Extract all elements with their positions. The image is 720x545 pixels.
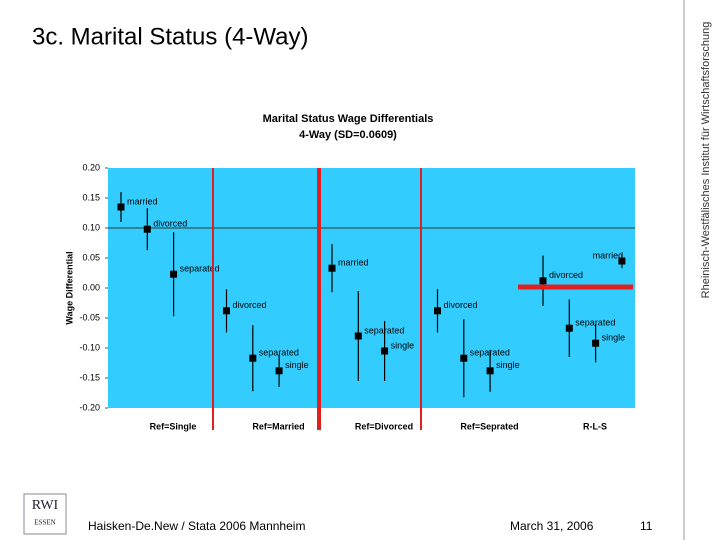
y-tick-label: -0.05 bbox=[79, 312, 100, 322]
point-label: married bbox=[338, 258, 369, 268]
point bbox=[170, 270, 178, 278]
chart-title: Marital Status Wage Differentials bbox=[263, 113, 434, 125]
footer-author: Haisken-De.New / Stata 2006 Mannheim bbox=[88, 519, 305, 533]
point-label: divorced bbox=[233, 300, 267, 310]
point bbox=[249, 354, 257, 362]
side-text: Rheinisch-Westfälisches Institut für Wir… bbox=[700, 22, 712, 299]
point-label: divorced bbox=[549, 270, 583, 280]
slide-title: 3c. Marital Status (4-Way) bbox=[32, 23, 309, 50]
footer-page: 11 bbox=[640, 519, 653, 533]
point-label: divorced bbox=[153, 219, 187, 229]
y-tick-label: 0.05 bbox=[82, 252, 100, 262]
logo-text: RWI bbox=[32, 498, 59, 513]
point bbox=[117, 203, 125, 211]
point bbox=[354, 332, 362, 340]
point bbox=[460, 354, 468, 362]
x-tick-label: Ref=Single bbox=[150, 421, 197, 431]
y-tick-label: 0.00 bbox=[82, 282, 100, 292]
footer-date: March 31, 2006 bbox=[510, 519, 594, 533]
point bbox=[618, 257, 626, 265]
point bbox=[381, 347, 389, 355]
point-label: separated bbox=[180, 264, 220, 274]
y-tick-label: 0.20 bbox=[82, 162, 100, 172]
point-label: single bbox=[391, 340, 415, 350]
y-axis-label: Wage Differential bbox=[64, 251, 74, 324]
point bbox=[328, 264, 336, 272]
y-tick-label: -0.15 bbox=[79, 372, 100, 382]
point-label: divorced bbox=[444, 300, 478, 310]
point bbox=[539, 277, 547, 285]
logo-city: ESSEN bbox=[34, 519, 55, 527]
point-label: separated bbox=[575, 318, 615, 328]
y-tick-label: -0.20 bbox=[79, 402, 100, 412]
point-label: married bbox=[593, 250, 624, 260]
x-tick-label: Ref=Married bbox=[252, 421, 304, 431]
point bbox=[143, 225, 151, 233]
point bbox=[565, 324, 573, 332]
x-tick-label: Ref=Seprated bbox=[460, 421, 518, 431]
point-label: separated bbox=[259, 348, 299, 358]
point-label: single bbox=[602, 333, 626, 343]
y-tick-label: 0.10 bbox=[82, 222, 100, 232]
y-tick-label: 0.15 bbox=[82, 192, 100, 202]
x-tick-label: Ref=Divorced bbox=[355, 421, 413, 431]
point-label: single bbox=[496, 360, 520, 370]
point-label: married bbox=[127, 196, 158, 206]
chart-subtitle: 4-Way (SD=0.0609) bbox=[299, 129, 397, 141]
point bbox=[275, 367, 283, 375]
y-tick-label: -0.10 bbox=[79, 342, 100, 352]
logo-box bbox=[23, 493, 67, 535]
point bbox=[223, 307, 230, 315]
x-tick-label: R-L-S bbox=[583, 421, 607, 431]
point bbox=[486, 367, 494, 375]
point bbox=[592, 339, 600, 347]
point bbox=[434, 307, 441, 315]
point-label: single bbox=[285, 360, 309, 370]
